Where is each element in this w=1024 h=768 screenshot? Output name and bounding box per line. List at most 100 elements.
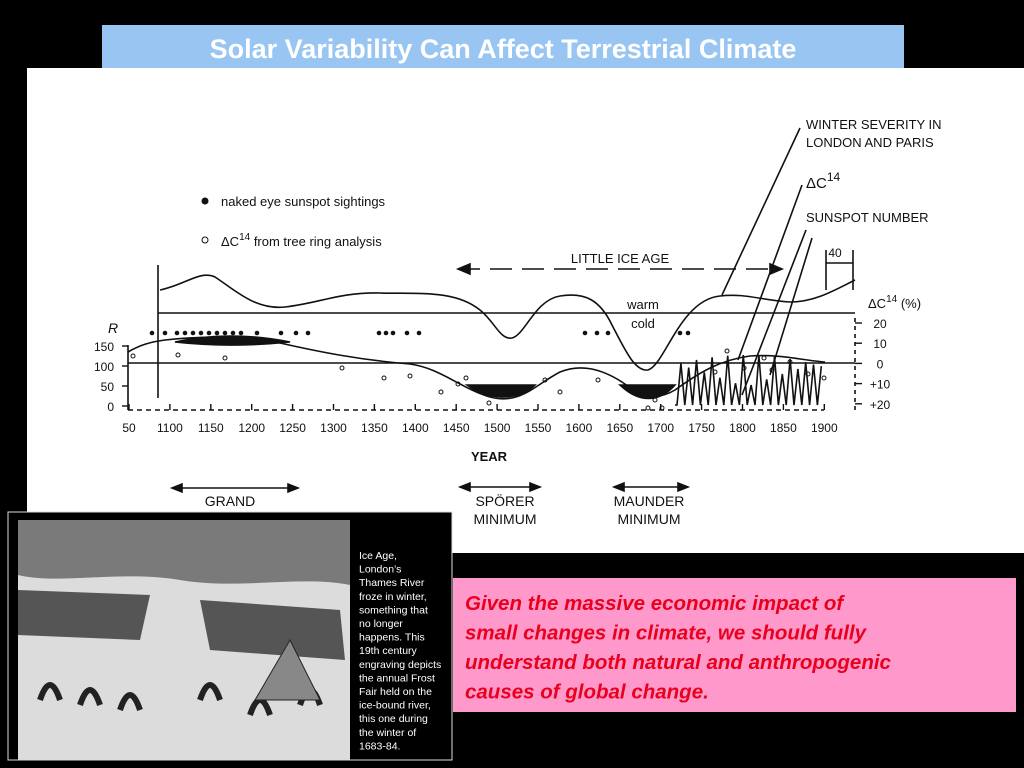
x-tick-label: 50 (122, 421, 136, 435)
sighting-dot (383, 330, 389, 336)
scatter-marks (130, 330, 827, 411)
callout-line: causes of global change. (465, 681, 709, 704)
callout-line: understand both natural and anthropogeni… (465, 651, 892, 674)
caption-line: happens. This (359, 632, 425, 644)
caption-line: Ice Age, (359, 550, 397, 562)
caption-line: London’s (359, 564, 401, 576)
callout: Given the massive economic impact of smal… (465, 592, 892, 704)
annotation: 40 (828, 246, 842, 260)
left-tick-label: 150 (94, 340, 114, 354)
callout-box (453, 578, 1016, 712)
annotation: ΔC14 (806, 170, 841, 192)
axis-label-part: ΔC (868, 296, 886, 311)
sighting-dot (404, 330, 410, 336)
x-tick-label: 1400 (402, 421, 429, 435)
caption-line: 1683-84. (359, 740, 400, 752)
legend-circle (201, 236, 209, 244)
caption-line: Thames River (359, 577, 425, 589)
engraving-sail (254, 638, 321, 701)
caption-line: engraving depicts (359, 659, 441, 671)
caption-line: the annual Frost (359, 672, 435, 684)
tree-ring-point (463, 375, 469, 381)
axis-label-sup: 14 (886, 294, 898, 305)
x-tick-label: 1500 (484, 421, 511, 435)
sighting-dot (605, 330, 611, 336)
annotation: LITTLE ICE AGE (571, 251, 670, 266)
x-tick-label: 1200 (238, 421, 265, 435)
period-label: GRAND (205, 493, 256, 509)
period-label: MINIMUM (474, 511, 537, 527)
sighting-dot (582, 330, 588, 336)
sighting-dot (416, 330, 422, 336)
maunder-fill (617, 384, 677, 400)
period-arrows (172, 486, 688, 489)
sighting-dot (293, 330, 299, 336)
tree-ring-point (821, 375, 827, 381)
sighting-dot (685, 330, 691, 336)
arrow-head (169, 481, 691, 494)
tree-ring-point (761, 355, 767, 361)
annotation-sup: 14 (827, 170, 841, 184)
x-tick-label: 1550 (525, 421, 552, 435)
right-tick-label: +10 (870, 378, 891, 392)
x-tick-label: 1600 (566, 421, 593, 435)
legend-text: naked eye sunspot sightings (221, 194, 386, 209)
caption-line: froze in winter, (359, 591, 427, 603)
tree-ring-point (652, 397, 658, 403)
x-tick-label: 1300 (320, 421, 347, 435)
caption-line: 19th century (359, 645, 418, 657)
tree-ring-point (557, 389, 563, 395)
caption-line: the winter of (359, 727, 416, 739)
pointer (737, 184, 803, 361)
right-tick-label: 20 (873, 317, 887, 331)
sighting-dot (174, 330, 180, 336)
sighting-dot (230, 330, 236, 336)
period-label: MAUNDER (614, 493, 685, 509)
caption-line: Fair held on the (359, 686, 432, 698)
tree-ring-point (455, 381, 461, 387)
period-label: SPÖRER (475, 492, 534, 509)
left-tick-label: 0 (107, 400, 114, 414)
legend-text-part: ΔC (221, 234, 239, 249)
x-tick-label: 1250 (279, 421, 306, 435)
x-tick-label: 1100 (157, 421, 183, 435)
caption-line: no longer (359, 618, 403, 630)
tree-ring-point (595, 377, 601, 383)
tree-ring-point (381, 375, 387, 381)
x-tick-label: 1900 (811, 421, 838, 435)
tree-ring-point (486, 400, 492, 406)
sighting-dot (222, 330, 228, 336)
annotation: warm (626, 297, 659, 312)
sighting-dot (182, 330, 188, 336)
engraving-sky (18, 520, 350, 585)
tree-ring-point (407, 373, 413, 379)
callout-line: small changes in climate, we should full… (465, 622, 868, 645)
tree-ring-point (438, 389, 444, 395)
grand-maximum-fill (174, 335, 291, 346)
period-label: MINIMUM (618, 511, 681, 527)
tree-ring-point (542, 377, 548, 383)
sporer-fill (464, 384, 537, 398)
tree-ring-point (222, 355, 228, 361)
axis-label-part: (%) (897, 296, 921, 311)
sighting-dot (305, 330, 311, 336)
tree-ring-point (724, 348, 730, 354)
sighting-dot (214, 330, 220, 336)
sighting-dot (162, 330, 168, 336)
sighting-dot (278, 330, 284, 336)
arrow-head (455, 262, 785, 276)
caption-line: ice-bound river, (359, 700, 431, 712)
legend-text: ΔC14 from tree ring analysis (221, 232, 382, 249)
sighting-dot (198, 330, 204, 336)
arrows (127, 127, 856, 494)
tree-ring-point (339, 365, 345, 371)
x-tick-label: 1150 (198, 421, 224, 435)
sunspot-trace (675, 354, 823, 406)
title: Solar Variability Can Affect Terrestrial… (210, 34, 797, 64)
x-tick-label: 1700 (647, 421, 674, 435)
sighting-dot (254, 330, 260, 336)
tree-ring-point (645, 405, 651, 411)
